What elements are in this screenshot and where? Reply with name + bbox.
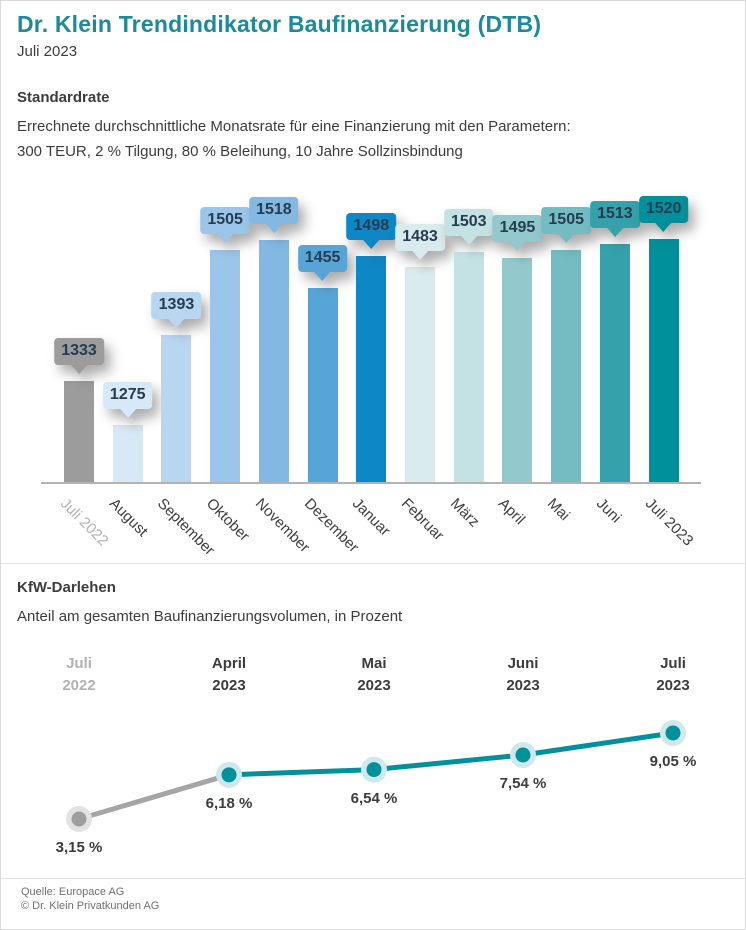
bar-Januar bbox=[356, 255, 387, 482]
line-point bbox=[71, 811, 87, 827]
line-value-label: 6,18 % bbox=[205, 794, 253, 812]
bar-September bbox=[161, 335, 192, 482]
standardrate-description-line2: 300 TEUR, 2 % Tilgung, 80 % Beleihung, 1… bbox=[17, 143, 463, 160]
bar-value-bubble: 1520 bbox=[638, 195, 689, 232]
line-chart-canvas bbox=[66, 719, 686, 832]
bar-chart-baseline bbox=[41, 482, 701, 484]
bar-April bbox=[502, 257, 533, 482]
bar-Juli 2022 bbox=[64, 380, 94, 482]
bar-value-bubble: 1393 bbox=[151, 292, 202, 329]
bar-November bbox=[258, 240, 289, 482]
kfw-heading: KfW-Darlehen bbox=[17, 579, 116, 596]
line-value-label: 6,54 % bbox=[350, 789, 398, 807]
line-point bbox=[515, 747, 531, 763]
line-segment bbox=[371, 752, 526, 773]
page-title: Dr. Klein Trendindikator Baufinanzierung… bbox=[17, 11, 542, 37]
page-subtitle: Juli 2023 bbox=[17, 43, 78, 60]
kfw-description: Anteil am gesamten Baufinanzierungsvolum… bbox=[17, 608, 403, 625]
bar-value-bubble: 1498 bbox=[346, 212, 397, 249]
line-point bbox=[665, 725, 681, 741]
bar-value-bubble: 1505 bbox=[200, 207, 250, 244]
footer-copyright: © Dr. Klein Privatkunden AG bbox=[21, 900, 160, 912]
bar-value-bubble: 1455 bbox=[297, 245, 348, 282]
standardrate-heading: Standardrate bbox=[17, 89, 110, 106]
line-point bbox=[221, 767, 237, 783]
bar-value-bubble: 1503 bbox=[443, 208, 494, 245]
line-category-label: Juli 2023 bbox=[656, 655, 690, 694]
bar-value-bubble: 1275 bbox=[102, 382, 153, 419]
line-value-label: 3,15 % bbox=[55, 839, 103, 856]
bar-value-bubble: 1495 bbox=[492, 214, 543, 251]
bar-März bbox=[453, 251, 484, 482]
line-segment bbox=[226, 767, 377, 778]
section-divider bbox=[1, 563, 745, 564]
footer-source: Quelle: Europace AG bbox=[21, 886, 125, 898]
bar-Mai bbox=[551, 250, 582, 482]
bar-Juni bbox=[599, 244, 630, 482]
line-category-label: Mai 2023 bbox=[357, 655, 391, 694]
line-value-label: 9,05 % bbox=[649, 752, 697, 770]
bar-Februar bbox=[405, 267, 436, 482]
line-point bbox=[366, 762, 382, 778]
line-category-label: Juni 2023 bbox=[506, 655, 540, 694]
bar-value-bubble: 1483 bbox=[395, 224, 445, 260]
bar-value-bubble: 1513 bbox=[590, 201, 640, 238]
line-category-label: April 2023 bbox=[211, 655, 247, 694]
line-segment bbox=[520, 730, 676, 758]
footer-divider bbox=[1, 878, 745, 879]
bar-Oktober bbox=[210, 250, 241, 482]
line-segment bbox=[76, 772, 232, 822]
bar-value-bubble: 1505 bbox=[541, 207, 591, 244]
bar-August bbox=[112, 425, 143, 482]
line-value-label: 7,54 % bbox=[499, 774, 547, 792]
standardrate-bar-chart: 1333 Juli 2022 1275 August 1393 September 1505… bbox=[1, 1, 745, 571]
line-category-label: Juli 2022 bbox=[62, 655, 96, 694]
bar-value-bubble: 1518 bbox=[249, 197, 299, 234]
bar-Dezember bbox=[307, 288, 338, 482]
bar-Juli 2023 bbox=[648, 238, 679, 482]
standardrate-description-line1: Errechnete durchschnittliche Monatsrate … bbox=[17, 118, 571, 135]
bar-value-bubble: 1333 bbox=[54, 337, 104, 374]
